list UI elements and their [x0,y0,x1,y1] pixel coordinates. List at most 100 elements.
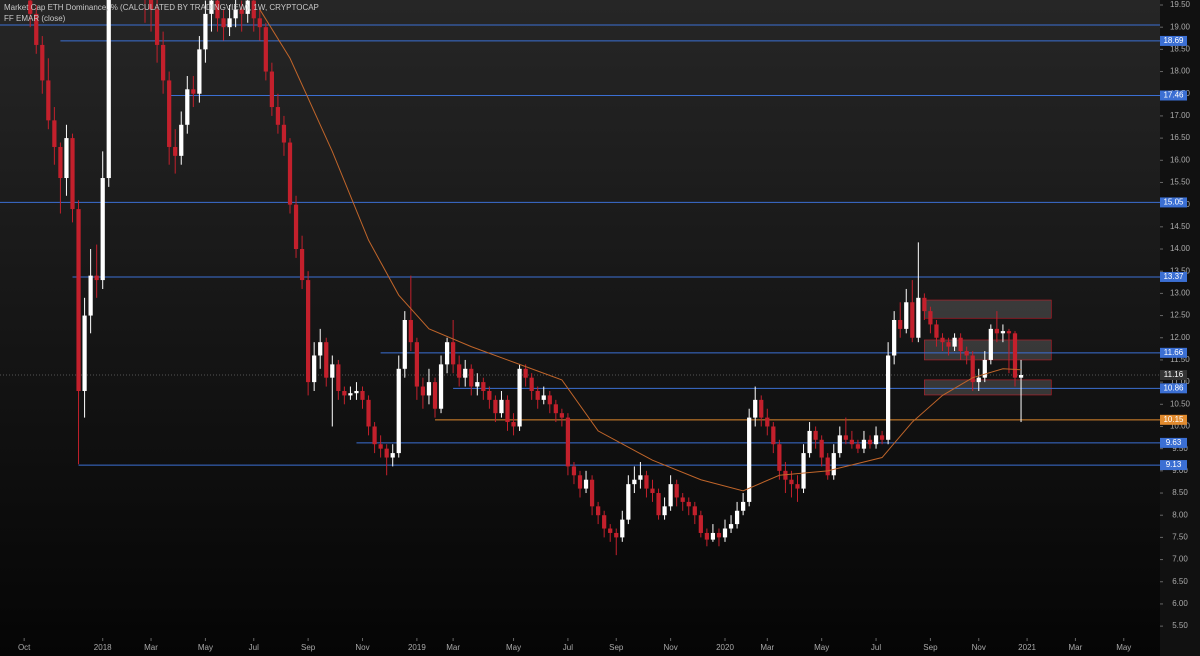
level-label: 17.46 [1163,91,1184,100]
y-tick-label: 12.50 [1170,311,1191,320]
candle-body [179,124,184,156]
candle-body [46,80,51,121]
candle-body [167,80,172,147]
candle-body [565,417,571,467]
candle-body [668,484,673,507]
candle-body [505,399,510,423]
candle-body [922,297,927,312]
candle-body [499,399,504,414]
chart-title: Market Cap ETH Dominance, % (CALCULATED … [4,3,319,12]
y-tick-label: 9.00 [1172,466,1188,475]
candle-body [982,359,987,378]
candle-body [233,9,238,19]
y-tick-label: 5.50 [1172,621,1188,630]
candle-body [843,435,848,440]
candle-body [988,328,993,360]
level-label-bg [1160,197,1187,208]
y-tick-label: 14.50 [1170,222,1191,231]
candle-body [154,9,160,45]
level-label: 15.05 [1163,198,1184,207]
candle-body [173,146,178,156]
candle-body [777,444,782,471]
level-label: 9.63 [1166,438,1182,447]
y-tick-label: 18.00 [1170,67,1191,76]
zone [924,379,1052,396]
candle-body [686,501,691,507]
candle-body [161,44,166,81]
x-tick-label: Jul [249,643,259,652]
indicator-name: FF EMAR (close) [4,14,66,23]
candle-body [257,18,262,28]
level-label-bg [1160,414,1187,425]
x-tick-label: May [814,643,829,652]
candle-body [197,49,202,94]
candle-body [867,439,873,445]
candle-body [239,9,244,14]
candle-body [680,497,685,502]
candle-body [698,515,703,533]
candle-body [384,448,389,458]
candle-body [408,320,413,343]
candle-body [614,532,619,538]
y-tick-label: 8.00 [1172,510,1188,519]
candle-body [64,138,69,179]
candle-body [783,470,788,480]
y-tick-label: 13.00 [1170,288,1191,297]
candle-body [916,297,921,338]
x-tick-label: Sep [609,643,624,652]
candle-body [819,439,824,458]
y-tick-label: 9.50 [1172,444,1188,453]
zone [924,299,1052,319]
candle-body [620,519,625,538]
y-tick-label: 19.00 [1170,22,1191,31]
x-tick-label: Nov [664,643,678,652]
candle-body [704,532,709,540]
candle-body [191,89,196,94]
candle-body [879,435,885,440]
x-tick-label: Oct [18,643,31,652]
candle-body [716,532,722,538]
candle-body [58,146,63,179]
candle-body [692,506,697,516]
candle-body [589,479,595,507]
x-tick-label: Nov [355,643,369,652]
candle-body [632,479,637,485]
candle-body [741,501,746,511]
candle-body [52,120,57,147]
candle-body [596,506,601,516]
level-label-bg [1160,383,1187,394]
candle-body [185,89,190,125]
candle-body [209,0,214,14]
candle-body [34,13,39,45]
y-tick-label: 13.50 [1170,266,1191,275]
candle-body [795,484,800,489]
candle-body [747,417,752,502]
candle-body [354,390,359,394]
candle-body [886,355,891,440]
candle-body [813,430,818,440]
y-tick-label: 11.00 [1170,377,1190,386]
candle-body [873,435,879,445]
candle-body [849,439,854,445]
candle-body [656,493,661,516]
y-tick-label: 19.50 [1170,0,1191,9]
level-label: 10.86 [1163,383,1184,392]
y-tick-label: 12.00 [1170,333,1191,342]
candle-body [463,368,468,378]
candle-body [402,320,407,369]
x-tick-label: Mar [1069,643,1083,652]
candle-body [577,475,583,489]
candle-body [263,27,268,72]
candle-body [928,311,933,325]
level-label-bg [1160,437,1187,448]
candle-body [753,399,758,418]
candle-body [420,386,426,396]
candle-body [722,528,728,538]
candle-body [952,337,957,347]
x-tick-label: 2020 [716,643,734,652]
level-label: 10.15 [1163,415,1184,424]
candle-body [644,475,649,489]
candle-body [336,364,341,391]
candle-body [583,479,589,489]
